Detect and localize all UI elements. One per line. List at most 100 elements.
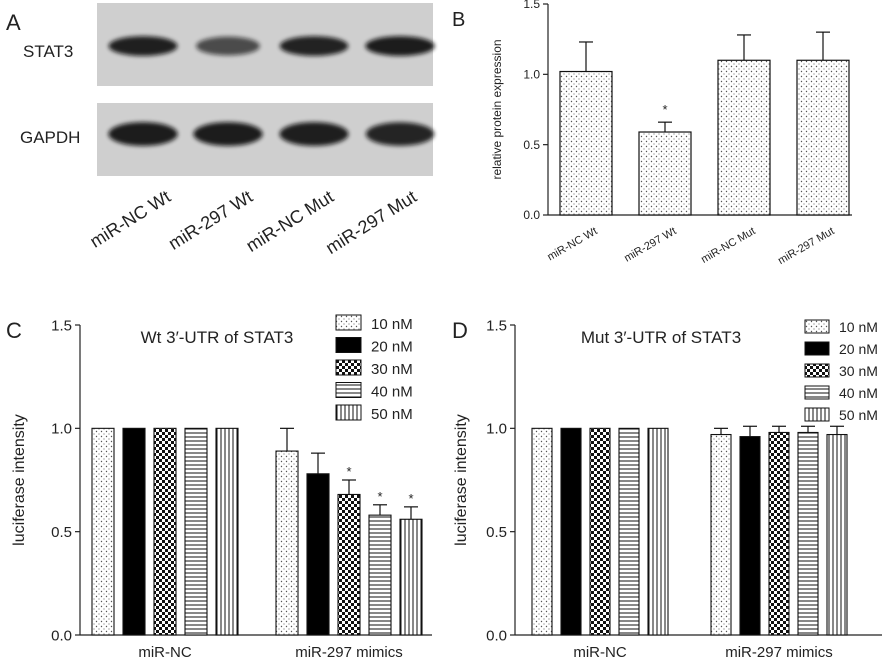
bar <box>531 427 553 636</box>
bar <box>638 131 692 216</box>
panel-letter-d: D <box>452 318 468 343</box>
bar <box>618 427 640 636</box>
blot-band <box>108 122 178 146</box>
significance-marker: * <box>377 489 382 504</box>
legend-swatch <box>335 404 362 421</box>
y-tick-label: 1.5 <box>523 0 540 11</box>
bar <box>275 450 299 636</box>
legend-label: 10 nM <box>371 316 413 333</box>
legend-label: 50 nM <box>371 406 413 423</box>
legend-swatch <box>335 337 362 353</box>
x-tick-label: miR-297 Wt <box>622 225 678 264</box>
significance-marker: * <box>346 464 351 479</box>
y-tick-label: 0.5 <box>486 524 507 541</box>
legend-swatch <box>335 382 362 398</box>
x-tick-label: miR-NC <box>573 644 626 661</box>
panel-c: C 0.0 0.5 1.0 1.5 luciferase intensity Wt 3′-… <box>6 314 432 661</box>
blot-row-label-stat3: STAT3 <box>23 42 73 61</box>
x-tick-label: miR-297 Mut <box>776 225 837 267</box>
legend-label: 10 nM <box>839 319 878 335</box>
blot-band <box>279 122 349 146</box>
legend-swatch <box>335 359 362 376</box>
bar <box>306 473 330 636</box>
bar <box>797 431 819 636</box>
y-tick-label: 0.0 <box>523 208 540 222</box>
y-tick-label: 1.0 <box>51 421 72 438</box>
y-tick-label: 0.0 <box>51 627 72 644</box>
bar <box>368 514 392 636</box>
x-tick-label: miR-NC <box>138 644 191 661</box>
blot-row-label-gapdh: GAPDH <box>20 128 80 147</box>
bar <box>91 427 115 636</box>
bar <box>153 427 177 636</box>
y-tick-label: 0.0 <box>486 627 507 644</box>
panel-d: D 0.0 0.5 1.0 1.5 luciferase intensity Mut 3′… <box>452 317 882 661</box>
bar <box>739 436 761 636</box>
y-axis-label: luciferase intensity <box>11 414 28 546</box>
panel-letter-b: B <box>452 9 465 31</box>
lane-labels: miR-NC Wt miR-297 Wt miR-NC Mut miR-297 … <box>86 186 420 258</box>
panel-b: B 0.0 0.5 1.0 1.5 relative protein expressio… <box>452 0 852 267</box>
y-axis-label: luciferase intensity <box>453 414 470 546</box>
bar <box>647 427 669 636</box>
bar <box>184 427 208 636</box>
blot-band <box>108 36 178 56</box>
bar <box>560 427 582 636</box>
bar <box>796 59 850 216</box>
chart-b: 0.0 0.5 1.0 1.5 relative protein expression m… <box>490 0 852 267</box>
lane-label: miR-NC Wt <box>86 186 174 251</box>
chart-c: 0.0 0.5 1.0 1.5 luciferase intensity Wt 3′-UT… <box>11 314 432 661</box>
legend-label: 40 nM <box>371 384 413 401</box>
panel-letter-a: A <box>6 10 21 35</box>
chart-d: 0.0 0.5 1.0 1.5 luciferase intensity Mut 3′-U… <box>453 317 882 661</box>
panel-letter-c: C <box>6 318 22 343</box>
blot-bands <box>108 36 435 146</box>
bar <box>337 493 361 636</box>
legend-swatch <box>335 314 362 331</box>
blot-band <box>193 122 263 146</box>
y-tick-label: 1.5 <box>51 317 72 334</box>
bar <box>215 427 239 636</box>
legend-label: 50 nM <box>839 407 878 423</box>
bar <box>717 59 771 216</box>
y-tick-label: 1.0 <box>486 421 507 438</box>
legend-swatch <box>804 407 830 422</box>
bar <box>826 433 848 636</box>
legend-label: 20 nM <box>371 339 413 356</box>
blot-band <box>196 36 260 56</box>
bar <box>589 427 611 636</box>
legend-swatch <box>804 341 830 356</box>
blot-band <box>365 36 435 56</box>
lane-label: miR-297 Mut <box>322 186 420 258</box>
lane-label: miR-NC Mut <box>243 186 338 255</box>
x-tick-label: miR-297 mimics <box>725 644 833 661</box>
x-tick-label: miR-NC Wt <box>545 225 599 263</box>
bar <box>710 433 732 636</box>
x-tick-label: miR-NC Mut <box>699 225 757 266</box>
x-tick-label: miR-297 mimics <box>295 644 403 661</box>
y-tick-label: 0.5 <box>51 524 72 541</box>
significance-marker: * <box>408 491 413 506</box>
chart-title: Wt 3′-UTR of STAT3 <box>141 328 294 347</box>
blot-band <box>365 122 435 146</box>
chart-title: Mut 3′-UTR of STAT3 <box>581 328 741 347</box>
bar <box>559 70 613 216</box>
legend-label: 30 nM <box>839 363 878 379</box>
blot-band <box>279 36 349 56</box>
significance-marker: * <box>662 102 667 117</box>
legend-swatch <box>804 385 830 400</box>
y-tick-label: 1.5 <box>486 317 507 334</box>
panel-a: A STAT3 GAPDH miR-NC Wt miR-297 Wt miR-N… <box>6 3 435 258</box>
y-tick-label: 1.0 <box>523 68 540 82</box>
lane-label: miR-297 Wt <box>165 186 256 253</box>
bar <box>768 431 790 636</box>
legend-label: 20 nM <box>839 341 878 357</box>
y-tick-label: 0.5 <box>523 138 540 152</box>
legend-label: 40 nM <box>839 385 878 401</box>
legend-swatch <box>804 319 830 334</box>
y-axis-label: relative protein expression <box>490 39 504 179</box>
legend-label: 30 nM <box>371 361 413 378</box>
legend-swatch <box>804 363 830 378</box>
bar <box>399 518 423 636</box>
